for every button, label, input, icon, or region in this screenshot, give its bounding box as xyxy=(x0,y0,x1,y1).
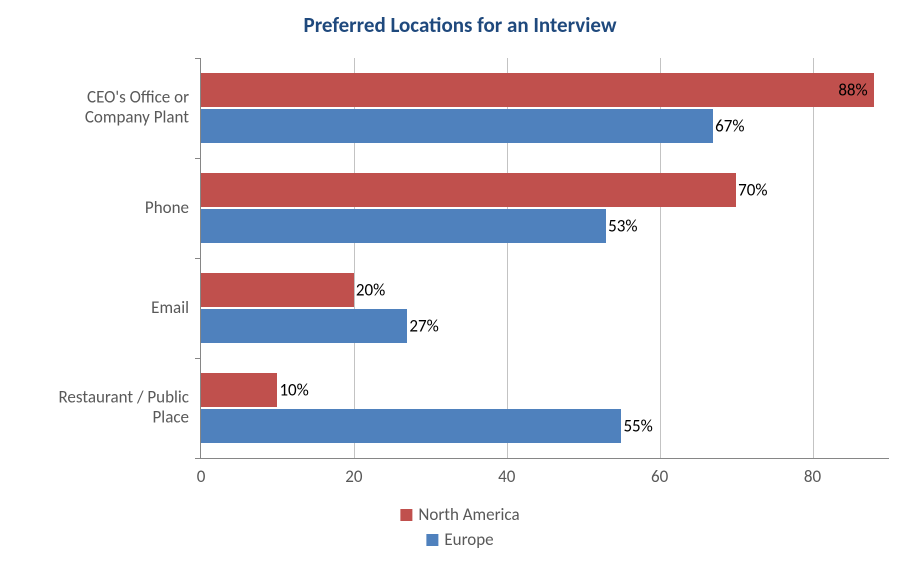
category-label: Phone xyxy=(4,198,201,218)
bar: 27% xyxy=(201,309,407,343)
legend-swatch xyxy=(400,509,412,521)
chart-title: Preferred Locations for an Interview xyxy=(0,12,920,38)
category-label: CEO's Office or Company Plant xyxy=(4,88,201,129)
y-tick xyxy=(195,458,201,459)
plot-area: 020406080CEO's Office or Company Plant88… xyxy=(200,58,889,459)
y-tick xyxy=(195,158,201,159)
category-label: Email xyxy=(4,298,201,318)
category-label: Restaurant / Public Place xyxy=(4,388,201,429)
legend-item: Europe xyxy=(400,529,519,550)
legend-label: Europe xyxy=(444,529,493,550)
bar-value-label: 70% xyxy=(736,180,767,201)
x-tick-label: 0 xyxy=(197,458,206,487)
bar-value-label: 10% xyxy=(277,380,308,401)
bar-value-label: 55% xyxy=(621,416,652,437)
y-tick xyxy=(195,258,201,259)
chart-container: Preferred Locations for an Interview 020… xyxy=(0,0,920,571)
bar: 70% xyxy=(201,173,736,207)
bar-value-label: 27% xyxy=(407,316,438,337)
bar: 88% xyxy=(201,73,874,107)
bar: 10% xyxy=(201,373,277,407)
y-tick xyxy=(195,58,201,59)
bar-value-label: 53% xyxy=(606,216,637,237)
bar-value-label: 67% xyxy=(713,116,744,137)
bar-value-label: 88% xyxy=(838,80,867,101)
x-tick-label: 40 xyxy=(498,458,515,487)
bar: 53% xyxy=(201,209,606,243)
bar-value-label: 20% xyxy=(354,280,385,301)
bar: 20% xyxy=(201,273,354,307)
x-tick-label: 80 xyxy=(804,458,821,487)
y-tick xyxy=(195,358,201,359)
bar: 67% xyxy=(201,109,713,143)
x-tick-label: 60 xyxy=(651,458,668,487)
legend-swatch xyxy=(426,534,438,546)
legend-label: North America xyxy=(418,504,519,525)
legend-item: North America xyxy=(400,504,519,525)
x-tick-label: 20 xyxy=(345,458,362,487)
bar: 55% xyxy=(201,409,621,443)
legend: North America Europe xyxy=(400,500,519,554)
gridline xyxy=(813,58,814,458)
